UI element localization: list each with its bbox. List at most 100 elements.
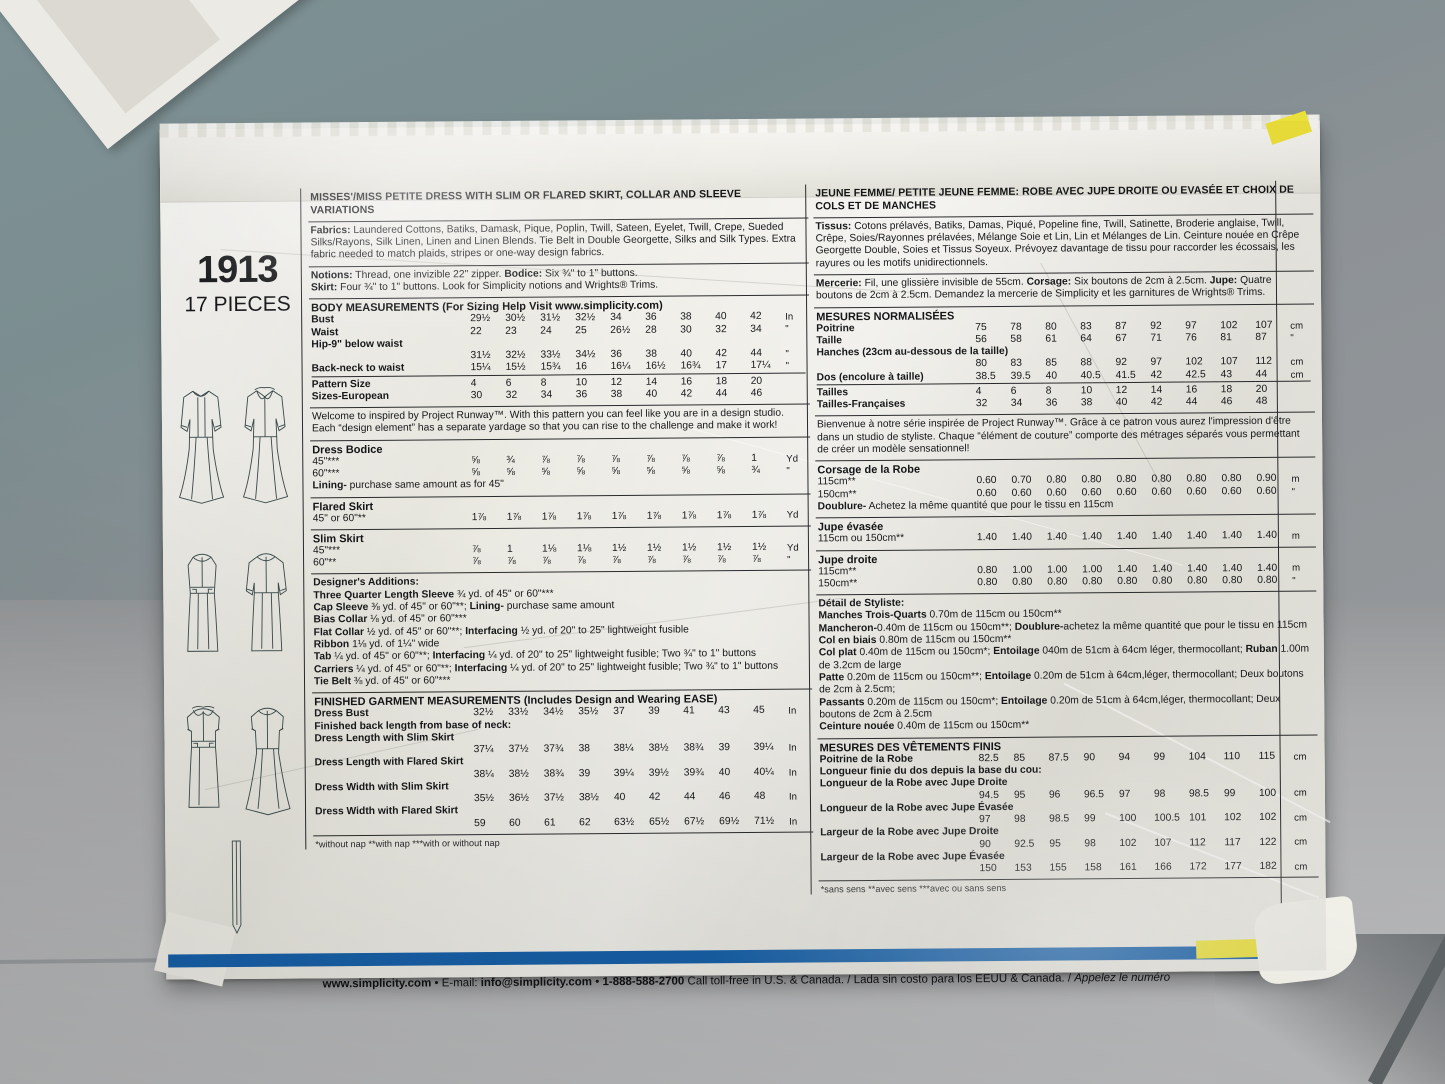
french-notions-bodice-text: Six boutons de 2cm à 2.5cm. — [1074, 275, 1207, 288]
footer-website[interactable]: www.simplicity.com — [322, 977, 432, 991]
measurement-value: 23 — [505, 325, 517, 337]
yardage-value: ⅞ — [576, 453, 585, 466]
yardage-value: ¾ — [751, 464, 761, 476]
yardage-value: 0.60 — [1151, 486, 1172, 498]
yardage-value: ⅞ — [541, 454, 550, 466]
measurement-value: 16¾ — [680, 360, 701, 372]
dress-flared-cap-sleeve — [237, 697, 298, 819]
yardage-value: 0.80 — [1151, 474, 1172, 486]
measurement-value: 85 — [1013, 752, 1026, 764]
measurement-value: 42 — [1150, 396, 1163, 408]
yardage-value: 1.40 — [1152, 563, 1173, 575]
english-size-table: Pattern Size 4 6 8 10 12 14 16 18 20 Sizes-Europea… — [311, 372, 806, 403]
measurement-value: 44 — [750, 347, 762, 359]
yardage-value: 1 — [751, 452, 758, 464]
measurement-value: 17 — [715, 360, 728, 372]
measurement-value: 42 — [680, 388, 693, 400]
measurement-value: 12 — [610, 373, 646, 389]
measurement-value: 40.5 — [1080, 369, 1101, 381]
measurement-value: 69½ — [719, 815, 740, 827]
yardage-value: 1.40 — [1222, 562, 1243, 574]
yardage-value: 1.00 — [1012, 564, 1033, 576]
measurement-value: 59 — [474, 817, 486, 829]
measurement-value: 45 — [753, 705, 765, 717]
yardage-value: 1⅞ — [576, 510, 592, 522]
pattern-number: 1913 — [196, 248, 278, 292]
yardage-value: 0.80 — [1117, 575, 1138, 587]
measurement-value: 99 — [1084, 813, 1096, 825]
yardage-row: 115cm ou 150cm** 1.40 1.40 1.40 1.40 1.40 1.40… — [818, 530, 1312, 546]
measurement-value: 58 — [1010, 333, 1022, 345]
measurement-value: 94.5 — [978, 789, 1000, 801]
measurement-value: 28 — [645, 324, 657, 336]
english-body-measurements-table: Bust 29½ 30½ 31½ 32½ 34 36 38 40 42 In Waist 22 23 24 2… — [311, 311, 805, 376]
measurement-value: 38 — [578, 743, 591, 755]
yardage-group: Jupe évasée 115cm ou 150cm** 1.40 1.40 1.40 1… — [815, 514, 1316, 551]
measurement-value: 37½ — [543, 792, 565, 804]
english-designers-additions-section: Designer's Additions: Three Quarter Leng… — [311, 570, 813, 694]
measurement-value: 107 — [1220, 356, 1238, 368]
measurement-value: 60 — [509, 817, 521, 829]
measurement-unit: " — [785, 360, 790, 372]
yardage-unit: " — [787, 554, 791, 566]
measurement-value: 97 — [979, 814, 991, 826]
yardage-value: ⅞ — [471, 543, 481, 555]
yardage-group: Dress Bodice 45"*** ⅝ ¾ ⅞ ⅞ ⅞ ⅞ ⅞ ⅞ 1 Yd 60"*** ⅝ ⅝ ⅝ ⅝ ⅝… — [310, 437, 811, 498]
measurement-value: 24 — [540, 325, 552, 337]
yardage-value: 1.40 — [1081, 531, 1102, 543]
measurement-unit: In — [788, 767, 797, 779]
dress-slim-sleeveless-front — [172, 543, 233, 663]
yardage-value: ⅞ — [681, 453, 690, 465]
measurement-value: 4 — [470, 374, 506, 390]
yardage-row: 150cm** 0.80 0.80 0.80 0.80 0.80 0.80 0.80 0.80 0… — [818, 574, 1312, 590]
french-column: JEUNE FEMME/ PETITE JEUNE FEMME: ROBE AV… — [805, 180, 1319, 895]
french-yardage-groups: Corsage de la Robe 115cm** 0.60 0.70 0.80 0.8… — [815, 457, 1317, 596]
tie-belt — [218, 839, 255, 935]
french-notions-skirt-label: Jupe: — [1209, 275, 1238, 287]
measurement-value: 32 — [975, 398, 988, 410]
measurement-value: 82.5 — [978, 752, 999, 764]
english-fabrics-label: Fabrics: — [310, 224, 351, 236]
measurement-value: 38¾ — [543, 768, 564, 780]
measurement-value: 90 — [1083, 752, 1096, 764]
measurement-value: 42 — [1150, 369, 1163, 381]
measurement-value: 97 — [1150, 357, 1163, 369]
measurement-value: 44 — [715, 387, 728, 400]
measurement-value: 98 — [1084, 837, 1096, 849]
measurement-value: 117 — [1224, 836, 1241, 848]
measurement-value: 15¾ — [540, 361, 561, 373]
measurement-value: 20 — [750, 372, 786, 388]
measurement-value: 32½ — [575, 312, 596, 324]
english-yardage-groups: Dress Bodice 45"*** ⅝ ¾ ⅞ ⅞ ⅞ ⅞ ⅞ ⅞ 1 Yd 60"*** ⅝ ⅝ ⅝ ⅝ ⅝… — [310, 437, 812, 575]
yardage-value: 0.60 — [1116, 486, 1137, 498]
yardage-value: 1⅛ — [541, 543, 557, 555]
measurement-value: 40¼ — [753, 766, 774, 778]
line-drawing-row — [169, 542, 300, 663]
measurement-value: 38½ — [648, 742, 669, 754]
measurement-unit: In — [788, 791, 798, 803]
yardage-value: 0.60 — [1186, 486, 1207, 498]
measurement-value: 80 — [1045, 321, 1057, 333]
measurement-value: 87 — [1115, 320, 1127, 332]
dress-slim-cap-sleeve-collar — [173, 697, 234, 819]
measurement-value: 97 — [1118, 788, 1131, 800]
pattern-pieces-count: 17 PIECES — [184, 292, 291, 317]
yardage-value: 1½ — [646, 542, 662, 554]
measurement-value: 34 — [750, 323, 762, 335]
measurement-value: 172 — [1189, 861, 1207, 873]
french-fabrics-section: Tissus: Cotons prélavés, Batiks, Damas, … — [813, 214, 1314, 276]
english-notions-bodice-text: Six ¾" to 1" buttons. — [544, 267, 638, 280]
measurement-value: 75 — [975, 321, 987, 333]
measurement-value: 96.5 — [1083, 788, 1105, 800]
measurement-unit — [785, 372, 806, 388]
english-finished-table: Dress Bust 32½ 33½ 34½ 35½ 37 39 41 43 45 In Finish… — [314, 705, 809, 831]
measurement-value: 33½ — [508, 707, 529, 719]
measurement-value: 94 — [1118, 751, 1131, 763]
measurement-value: 78 — [1010, 321, 1022, 333]
yardage-value: 1½ — [751, 541, 767, 553]
footer-email[interactable]: info@simplicity.com — [480, 976, 593, 990]
measurement-value: 35½ — [578, 706, 599, 718]
measurement-unit: In — [788, 705, 797, 717]
measurement-value: 67 — [1115, 332, 1127, 344]
